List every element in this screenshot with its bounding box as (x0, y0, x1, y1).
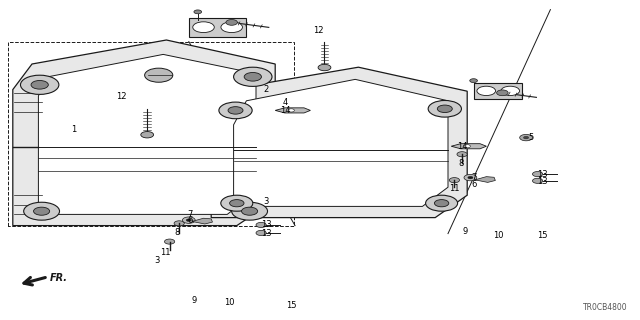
Circle shape (228, 107, 243, 114)
Text: 13: 13 (261, 220, 271, 229)
Text: 13: 13 (538, 170, 548, 179)
Text: 1: 1 (71, 125, 76, 134)
Text: 3: 3 (263, 197, 268, 206)
Polygon shape (234, 79, 448, 206)
Circle shape (221, 195, 253, 211)
Polygon shape (451, 144, 486, 149)
Circle shape (193, 22, 214, 33)
Circle shape (468, 176, 473, 179)
Text: 11: 11 (449, 184, 460, 193)
Circle shape (497, 90, 508, 96)
Circle shape (186, 219, 191, 221)
Circle shape (437, 105, 452, 113)
Text: 14: 14 (457, 142, 467, 151)
Polygon shape (38, 54, 256, 214)
Circle shape (234, 67, 272, 86)
Circle shape (477, 86, 495, 96)
Circle shape (449, 178, 460, 183)
Text: 4: 4 (282, 98, 287, 107)
Circle shape (426, 195, 458, 211)
Polygon shape (13, 40, 275, 226)
Circle shape (435, 200, 449, 207)
Circle shape (256, 230, 266, 236)
Circle shape (232, 202, 268, 220)
Circle shape (221, 22, 243, 33)
Text: 12: 12 (313, 26, 323, 35)
Circle shape (524, 136, 529, 139)
Circle shape (457, 152, 467, 157)
Circle shape (31, 81, 49, 89)
Text: 6: 6 (471, 180, 476, 188)
Text: 3: 3 (154, 256, 159, 265)
Text: 8: 8 (458, 159, 463, 168)
Text: 13: 13 (261, 229, 271, 238)
Text: 14: 14 (280, 106, 291, 115)
Text: 15: 15 (287, 301, 297, 310)
Text: 12: 12 (116, 92, 127, 100)
Text: 10: 10 (493, 231, 503, 240)
Circle shape (174, 221, 184, 226)
Text: 11: 11 (160, 248, 170, 257)
Circle shape (194, 10, 202, 14)
Circle shape (24, 202, 60, 220)
Text: 15: 15 (538, 231, 548, 240)
Circle shape (244, 73, 262, 81)
Text: TR0CB4800: TR0CB4800 (582, 303, 627, 312)
Polygon shape (192, 218, 212, 224)
Polygon shape (475, 177, 495, 182)
Polygon shape (275, 108, 310, 113)
Circle shape (470, 79, 477, 83)
Circle shape (230, 200, 244, 207)
Circle shape (226, 20, 237, 25)
Circle shape (20, 75, 59, 94)
Circle shape (318, 64, 331, 71)
Text: 8: 8 (174, 228, 179, 237)
Circle shape (501, 86, 520, 96)
FancyBboxPatch shape (474, 83, 522, 99)
Circle shape (532, 172, 543, 177)
Text: 5: 5 (529, 133, 534, 142)
Circle shape (219, 102, 252, 119)
Text: 7: 7 (471, 173, 476, 182)
Text: 6: 6 (188, 216, 193, 225)
Circle shape (145, 68, 173, 82)
Text: 7: 7 (188, 210, 193, 219)
Polygon shape (211, 67, 467, 218)
Circle shape (532, 178, 543, 183)
Text: 9: 9 (463, 228, 468, 236)
Text: FR.: FR. (50, 273, 68, 284)
Text: 9: 9 (192, 296, 197, 305)
Circle shape (520, 134, 532, 141)
Circle shape (256, 222, 266, 228)
FancyBboxPatch shape (189, 18, 246, 37)
Circle shape (464, 145, 470, 148)
Circle shape (428, 100, 461, 117)
Text: 10: 10 (224, 298, 234, 307)
Circle shape (288, 109, 294, 112)
Circle shape (464, 174, 477, 181)
Circle shape (33, 207, 50, 215)
Circle shape (164, 239, 175, 244)
Text: 13: 13 (538, 177, 548, 186)
Circle shape (141, 132, 154, 138)
Circle shape (241, 207, 258, 215)
Text: 2: 2 (263, 85, 268, 94)
Circle shape (182, 217, 195, 223)
